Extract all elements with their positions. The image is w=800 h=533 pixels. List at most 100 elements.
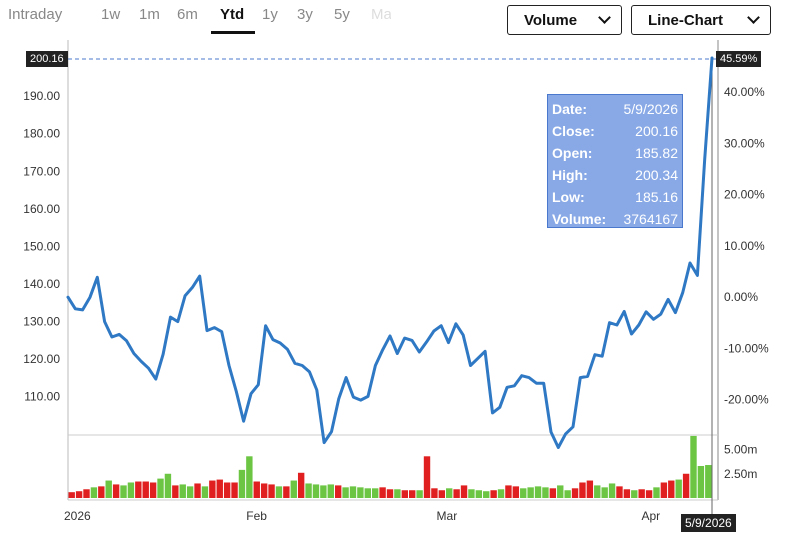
volume-bar [334,485,342,498]
tooltip-low-label: Low: [552,189,585,205]
volume-bar [342,487,349,498]
range-tab-intraday[interactable]: Intraday [8,6,63,23]
volume-bar [164,473,172,498]
volume-bar [275,486,283,498]
axes [26,40,719,515]
volume-bar [594,485,601,498]
volume-bar [201,486,209,498]
range-tab-1m[interactable]: 1m [139,6,160,23]
tooltip-volume-label: Volume: [552,211,607,227]
volume-bar [312,484,320,498]
y-tick-label: 110.00 [24,390,60,404]
volume-bar [120,485,127,498]
date-flag: 5/9/2026 [681,514,736,532]
tooltip-close-label: Close: [552,123,595,139]
volume-bar [246,456,253,498]
tooltip-volume-value: 3764167 [623,211,678,227]
volume-bar [186,486,194,498]
range-tab-6m[interactable]: 6m [177,6,198,23]
volume-bar [149,482,157,498]
close-price-line [66,56,714,449]
y2-tick-label: 0.00% [724,290,758,304]
range-tab-5y[interactable]: 5y [334,6,350,23]
volume-bar [512,486,520,498]
y2-tick-label: -20.00% [724,393,769,407]
x-tick-label: Mar [437,509,458,523]
chart-type-dropdown[interactable]: Line-Chart [631,5,771,35]
volume-bar [527,487,534,498]
volume-bar [172,485,179,498]
volume-bar [416,490,423,498]
volume-bar [297,472,305,498]
price-tooltip: Date: 5/9/2026 Close: 200.16 Open: 185.82 H… [547,94,683,228]
volume-bar [394,489,401,498]
range-tab-max[interactable]: Ma [371,6,391,23]
volume-bar [557,485,564,498]
volume-bar [438,490,446,498]
volume-bar [453,489,460,498]
volume-bar [586,480,594,498]
volume-bar [127,482,135,498]
volume-bar [631,490,638,498]
volume-bar [542,487,549,498]
range-tab-1y[interactable]: 1y [262,6,278,23]
volume-bar [253,481,260,498]
x-tick-label: Apr [641,509,660,523]
volume-bar [305,483,312,498]
tooltip-open-value: 185.82 [635,145,678,161]
tooltip-close-value: 200.16 [635,123,678,139]
volume-bar [571,488,579,498]
volume-bar [194,483,201,498]
price-flag: 200.16 [26,51,68,67]
range-tab-ytd[interactable]: Ytd [220,6,245,23]
tooltip-low-value: 185.16 [635,189,678,205]
y-tick-label: 160.00 [23,202,60,216]
chart-type-dropdown-label: Line-Chart [648,11,723,29]
volume-bar [357,487,364,498]
volume-dropdown[interactable]: Volume [507,5,622,35]
y-tick-label: 170.00 [23,164,60,178]
volume-bar [690,435,697,498]
y2-tick-label: -10.00% [724,341,769,355]
volume-bar [490,490,497,498]
range-tab-3y[interactable]: 3y [297,6,313,23]
volume-bar [216,479,223,498]
y2-tick-label: 30.00% [724,136,765,150]
volume-bar [379,487,386,498]
volume-bar [231,482,238,498]
volume-bar [290,480,297,498]
volume-bar [460,485,468,498]
volume-bar [135,481,142,498]
x-tick-label: Feb [246,509,267,523]
volume-bar [564,490,571,498]
volume-bar [638,489,645,498]
volume-bar [549,488,557,498]
y-tick-label: 180.00 [23,127,60,141]
volume-bar [468,489,475,498]
volume-bar [268,484,275,498]
y2-tick-label: 40.00% [724,85,765,99]
y2-tick-label: 20.00% [724,188,765,202]
volume-bar [534,486,542,498]
volume-tick-label: 2.50m [724,467,757,481]
volume-bar [83,489,90,498]
volume-bar [142,481,149,498]
tooltip-high-value: 200.34 [635,167,678,183]
volume-bar [283,486,290,498]
range-tab-1w[interactable]: 1w [101,6,121,23]
volume-bar [653,487,660,498]
volume-bar [349,486,357,498]
active-tab-indicator [211,31,255,34]
volume-bar [601,487,608,498]
tick-labels: 110.00 120.00 130.00 140.00 150.00 160.00 170.… [23,85,769,523]
volume-bars [68,435,712,498]
y-tick-label: 150.00 [23,239,60,253]
volume-bar [98,486,105,498]
y-tick-label: 140.00 [23,277,60,291]
volume-bar [675,479,682,498]
y-tick-label: 190.00 [23,89,60,103]
volume-bar [668,480,675,498]
volume-bar [520,488,527,498]
volume-bar [157,478,164,498]
